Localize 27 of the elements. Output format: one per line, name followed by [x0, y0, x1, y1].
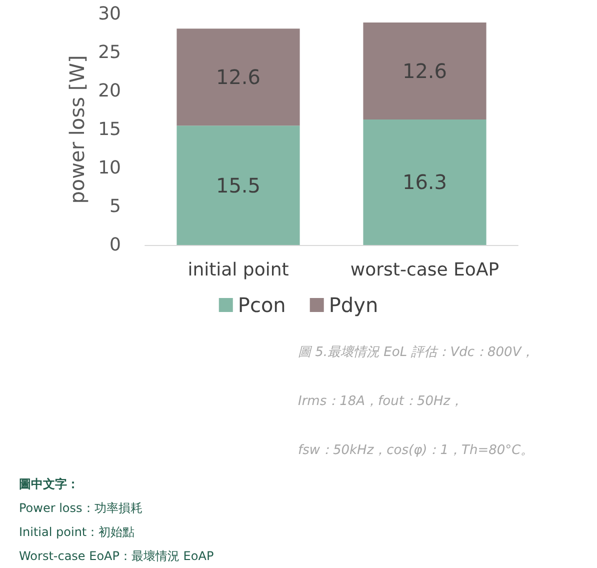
bar: [176, 126, 300, 245]
y-tick-label: 0: [110, 234, 121, 256]
text: fsw：50kHz，cos(φ)：1，Th=80°C。: [298, 443, 534, 458]
y-tick-label: 5: [110, 196, 121, 217]
y-tick-label: 10: [98, 158, 121, 178]
data-label: 15.5: [216, 173, 261, 198]
data-label: 12.6: [216, 65, 261, 90]
data-label: 12.6: [402, 58, 448, 83]
text: 圖中文字：: [19, 477, 79, 491]
y-tick-label: 15: [98, 119, 121, 140]
data-label: 16.3: [402, 170, 448, 194]
bar: [176, 28, 300, 126]
y-tick-label: 20: [98, 80, 121, 102]
y-axis-title: power loss [W]: [65, 55, 90, 204]
bar: [363, 119, 486, 245]
y-tick-label: 25: [98, 42, 121, 63]
text: Worst-case EoAP：最壞情況 EoAP: [19, 549, 214, 563]
text: Initial point：初始點: [19, 525, 135, 539]
y-tick-label: 30: [98, 4, 121, 24]
text: Irms：18A，fout：50Hz，: [298, 394, 464, 409]
x-tick-label: initial point: [188, 260, 289, 280]
legend-label: Pcon: [238, 293, 286, 317]
bar: [363, 22, 486, 120]
caption: 圖 5.最壞情況 EoL 評估：Vdc：800V，: [298, 345, 534, 360]
x-tick-label: worst-case EoAP: [350, 260, 500, 280]
text: Power loss：功率損耗: [19, 501, 142, 515]
legend-label: Pdyn: [328, 293, 378, 317]
